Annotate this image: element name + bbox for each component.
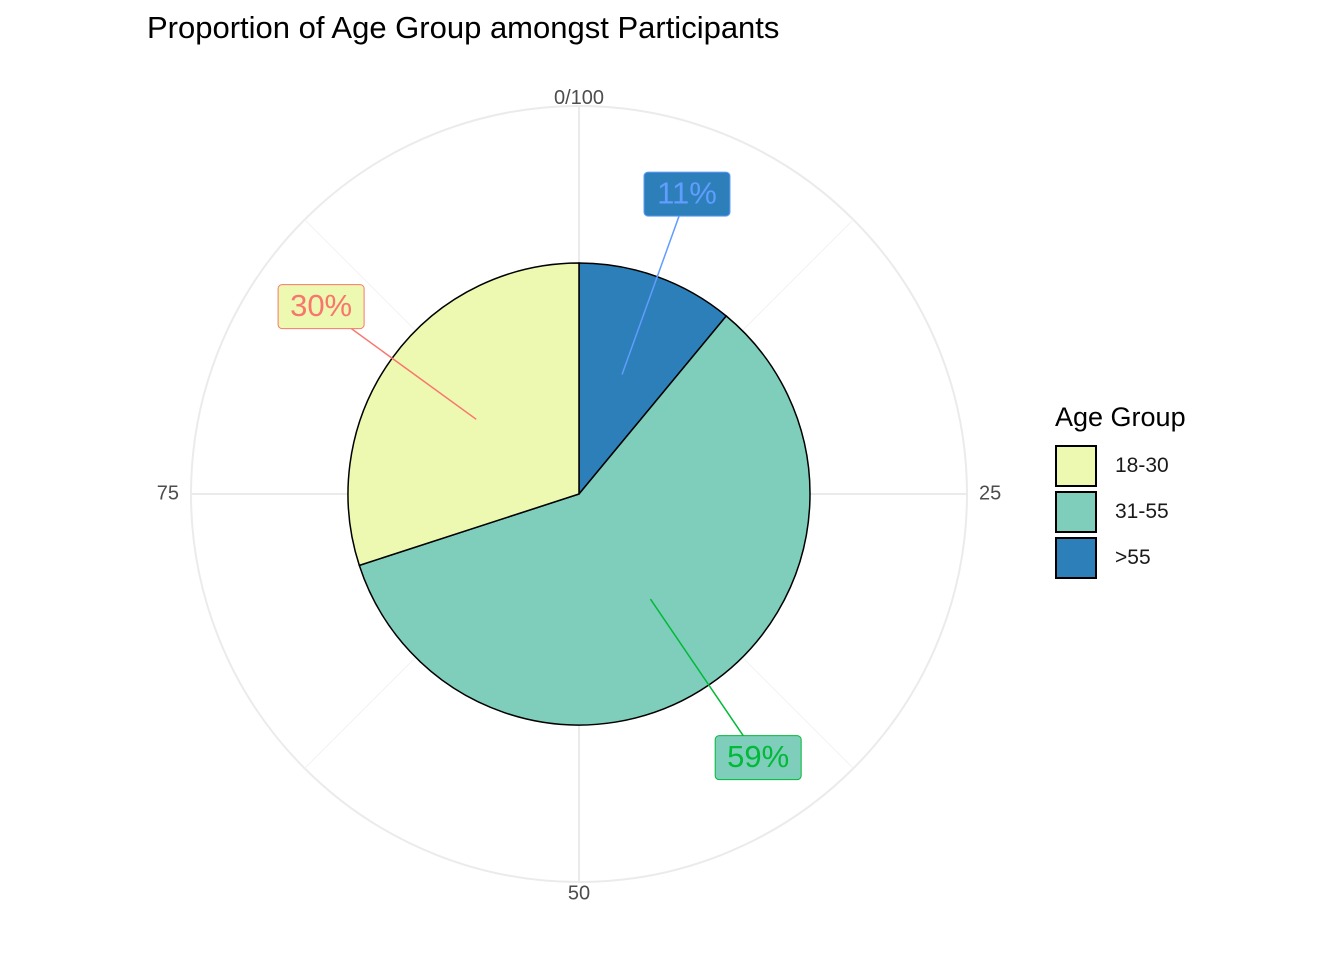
leader-line	[621, 193, 688, 375]
data-label: 11%	[657, 175, 717, 210]
angular-tick-label: 25	[979, 482, 1001, 504]
leader-line	[649, 598, 759, 759]
data-label: 59%	[727, 739, 789, 774]
data-label: 30%	[290, 288, 352, 323]
legend-swatch	[1055, 491, 1097, 533]
data-label-box	[277, 284, 365, 330]
legend-swatch	[1055, 537, 1097, 579]
legend-swatch	[1055, 445, 1097, 487]
legend-label: 18-30	[1115, 454, 1169, 477]
legend-item: >55	[1055, 535, 1186, 581]
legend-item: 18-30	[1055, 443, 1186, 489]
legend-title: Age Group	[1055, 402, 1186, 432]
legend-label: >55	[1115, 546, 1151, 569]
legend: Age Group 18-30 31-55 >55	[1055, 402, 1186, 581]
legend-label: 31-55	[1115, 500, 1169, 523]
angular-tick-label: 75	[157, 482, 179, 504]
legend-item: 31-55	[1055, 489, 1186, 535]
data-label-box	[643, 171, 731, 217]
angular-tick-label: 0/100	[554, 87, 604, 109]
angular-tick-label: 50	[568, 883, 590, 905]
chart-title: Proportion of Age Group amongst Particip…	[147, 10, 780, 45]
data-label-box	[714, 735, 802, 781]
